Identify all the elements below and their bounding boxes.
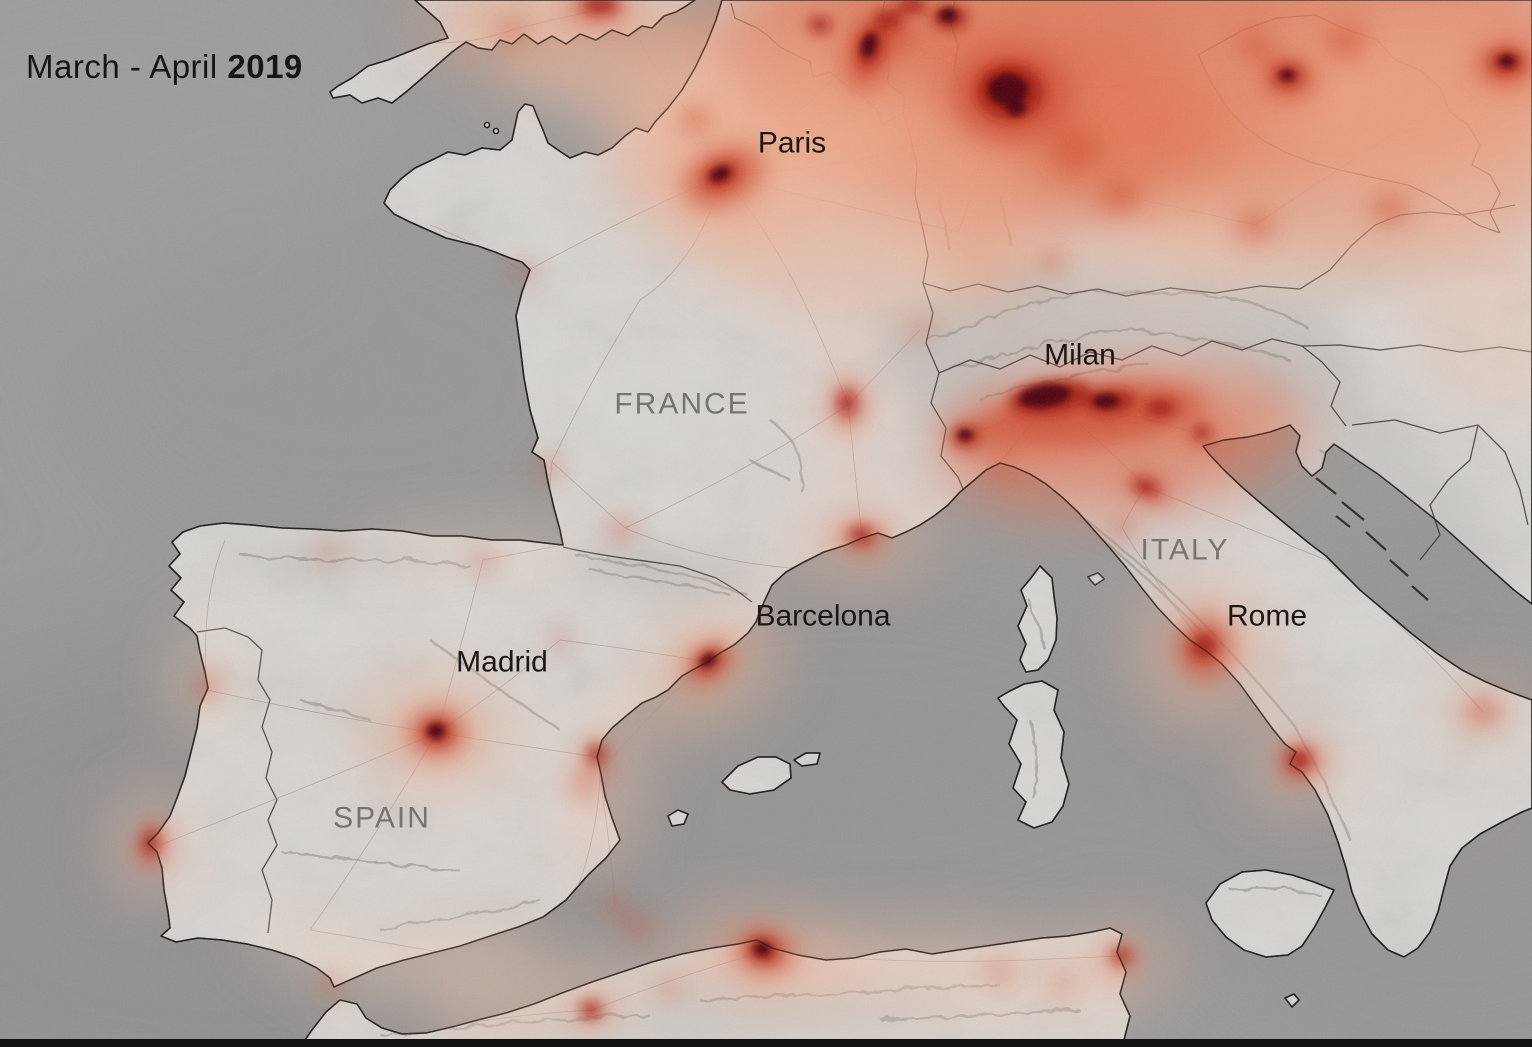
bottom-frame-bar: [0, 1039, 1532, 1047]
